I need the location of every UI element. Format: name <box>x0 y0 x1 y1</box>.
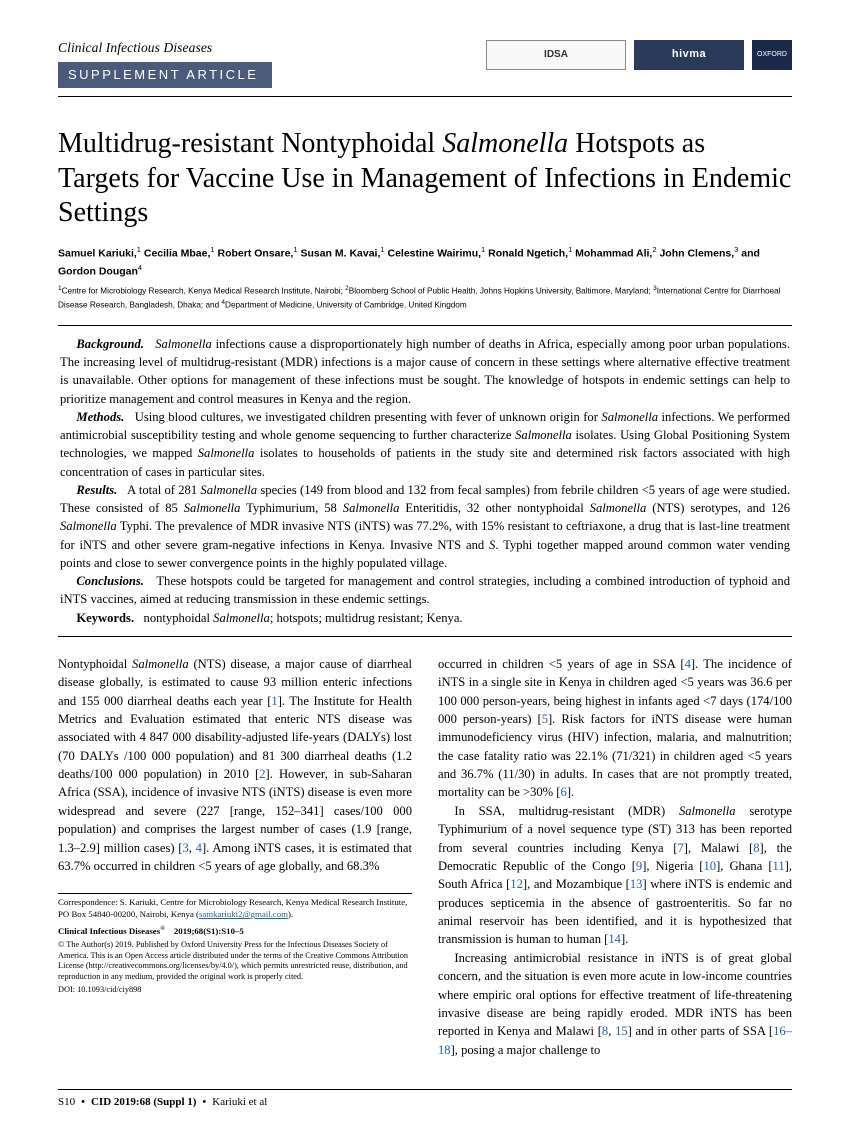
header-bar: Clinical Infectious Diseases SUPPLEMENT … <box>58 38 792 88</box>
affiliations: 1Centre for Microbiology Research, Kenya… <box>58 284 792 310</box>
article-title: Multidrug-resistant Nontyphoidal Salmone… <box>58 127 792 229</box>
article-type-badge: SUPPLEMENT ARTICLE <box>58 62 272 89</box>
correspondence-block: Correspondence: S. Kariuki, Centre for M… <box>58 893 412 995</box>
journal-name: Clinical Infectious Diseases <box>58 38 272 58</box>
footer-citation: CID 2019:68 (Suppl 1) <box>91 1095 196 1111</box>
body-columns: Nontyphoidal Salmonella (NTS) disease, a… <box>58 655 792 1059</box>
footer-author: Kariuki et al <box>212 1095 267 1111</box>
corr-email-link[interactable]: samkariuki2@gmail.com <box>199 909 288 919</box>
hivma-logo: hivma <box>634 40 744 70</box>
idsa-logo: IDSA <box>486 40 626 70</box>
copyright-text: © The Author(s) 2019. Published by Oxfor… <box>58 940 412 983</box>
doi-text: DOI: 10.1093/cid/ciy898 <box>58 985 412 996</box>
citation-line: Clinical Infectious Diseases® 2019;68(S1… <box>58 925 412 938</box>
header-rule <box>58 96 792 97</box>
page-footer: S10 • CID 2019:68 (Suppl 1) • Kariuki et… <box>58 1089 792 1111</box>
column-left: Nontyphoidal Salmonella (NTS) disease, a… <box>58 655 412 1059</box>
abstract-box: Background. Salmonella infections cause … <box>58 325 792 637</box>
oxford-logo: OXFORD <box>752 40 792 70</box>
publisher-logos: IDSA hivma OXFORD <box>486 40 792 70</box>
author-list: Samuel Kariuki,1 Cecilia Mbae,1 Robert O… <box>58 244 792 280</box>
page-number: S10 <box>58 1095 75 1111</box>
column-right: occurred in children <5 years of age in … <box>438 655 792 1059</box>
